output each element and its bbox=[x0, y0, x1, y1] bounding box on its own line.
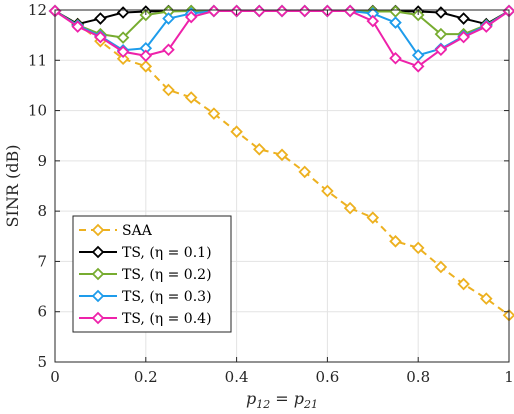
data-point bbox=[116, 45, 130, 59]
legend-marker bbox=[91, 289, 105, 303]
data-point bbox=[411, 8, 425, 22]
y-tick-label: 9 bbox=[37, 152, 47, 170]
y-tick-label: 6 bbox=[37, 303, 47, 321]
plot-frame bbox=[54, 9, 510, 363]
legend-label: TS, (η = 0.3) bbox=[122, 289, 212, 305]
x-tick-label: 0.2 bbox=[134, 368, 158, 386]
data-point bbox=[434, 43, 448, 56]
data-point bbox=[434, 260, 448, 274]
y-tick-label: 8 bbox=[37, 202, 47, 220]
x-axis-label: p12 = p21 bbox=[246, 389, 318, 411]
y-axis-label: SINR (dB) bbox=[3, 145, 22, 228]
legend-marker bbox=[91, 245, 105, 259]
data-point bbox=[411, 60, 425, 73]
data-point bbox=[275, 148, 289, 162]
data-point bbox=[366, 211, 380, 224]
legend-item: SAA bbox=[79, 223, 153, 239]
data-point bbox=[230, 125, 243, 138]
data-point bbox=[253, 4, 266, 18]
legend-marker bbox=[91, 223, 105, 237]
x-axis-label-math: p12 = p21 bbox=[246, 389, 318, 411]
data-point bbox=[366, 14, 380, 28]
legend-label: TS, (η = 0.2) bbox=[122, 267, 212, 283]
data-point bbox=[321, 184, 334, 198]
data-point bbox=[207, 107, 221, 120]
series-layer bbox=[48, 4, 514, 322]
data-point bbox=[184, 91, 198, 104]
data-point bbox=[275, 4, 289, 18]
data-point bbox=[162, 12, 175, 25]
legend-item: TS, (η = 0.1) bbox=[79, 245, 212, 261]
data-point bbox=[389, 52, 402, 65]
data-point bbox=[253, 143, 266, 156]
data-point bbox=[162, 83, 175, 97]
legend-item: TS, (η = 0.2) bbox=[79, 267, 212, 283]
legend-label: SAA bbox=[122, 223, 153, 239]
x-tick-label: 0.6 bbox=[315, 368, 339, 386]
tick-labels: 0 0.2 0.4 0.6 0.8 1 5 6 7 8 9 10 11 12 bbox=[28, 1, 514, 386]
data-point bbox=[434, 27, 448, 41]
data-point bbox=[139, 60, 153, 73]
data-point bbox=[343, 4, 357, 18]
data-point bbox=[480, 20, 493, 33]
data-point bbox=[480, 292, 493, 305]
data-point bbox=[298, 165, 311, 179]
legend-item: TS, (η = 0.3) bbox=[79, 289, 212, 305]
y-tick-label: 7 bbox=[37, 252, 47, 270]
legend-item: TS, (η = 0.4) bbox=[79, 311, 212, 327]
data-point bbox=[116, 31, 130, 44]
y-tick-label: 12 bbox=[28, 1, 47, 19]
data-point bbox=[389, 16, 402, 29]
data-point bbox=[457, 12, 470, 25]
data-point bbox=[184, 10, 198, 24]
legend-label: TS, (η = 0.1) bbox=[122, 245, 212, 261]
data-point bbox=[94, 12, 107, 25]
data-point bbox=[457, 30, 470, 44]
data-point bbox=[457, 277, 470, 291]
data-point bbox=[207, 4, 221, 18]
y-tick-label: 11 bbox=[28, 51, 47, 69]
x-tick-label: 0.8 bbox=[406, 368, 430, 386]
y-tick-label: 10 bbox=[28, 102, 47, 120]
legend-marker bbox=[91, 311, 105, 325]
data-point bbox=[162, 43, 175, 56]
axis-ticks bbox=[54, 9, 510, 363]
x-tick-label: 0.4 bbox=[225, 368, 249, 386]
x-tick-label: 1 bbox=[504, 368, 514, 386]
legend-marker bbox=[91, 267, 105, 281]
legend-label: TS, (η = 0.4) bbox=[122, 311, 212, 327]
data-point bbox=[94, 30, 107, 44]
x-tick-label: 0 bbox=[50, 368, 60, 386]
series-line bbox=[54, 10, 510, 317]
data-point bbox=[343, 201, 357, 215]
data-point bbox=[389, 235, 402, 248]
legend: SAA TS, (η = 0.1) TS, (η = 0.2) TS, (η = 0.… bbox=[72, 215, 232, 333]
data-point bbox=[298, 4, 311, 18]
data-point bbox=[139, 8, 153, 22]
data-point bbox=[139, 49, 153, 63]
y-tick-label: 5 bbox=[37, 353, 47, 371]
data-point bbox=[71, 20, 84, 33]
data-point bbox=[411, 241, 425, 255]
data-point bbox=[116, 52, 130, 66]
